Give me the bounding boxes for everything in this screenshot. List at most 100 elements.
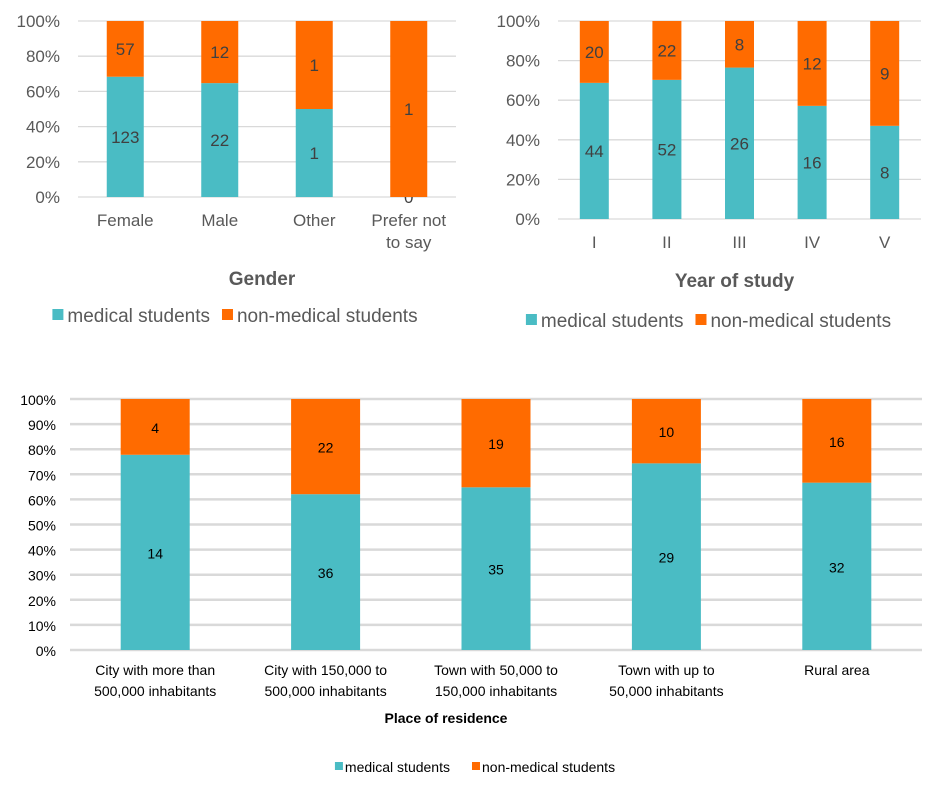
x-category-label: Town with up to: [618, 662, 715, 678]
data-label-non-medical: 9: [880, 64, 889, 83]
y-tick-label: 30%: [28, 568, 56, 584]
legend-label-medical: medical students: [541, 311, 684, 332]
y-tick-label: 40%: [26, 118, 60, 137]
data-label-non-medical: 4: [151, 420, 159, 436]
legend-label-medical: medical students: [67, 306, 210, 327]
x-category-label: Town with 50,000 to: [434, 662, 558, 678]
y-tick-label: 40%: [506, 131, 540, 150]
data-label-non-medical: 12: [803, 54, 822, 73]
data-label-non-medical: 1: [404, 100, 413, 119]
data-label-non-medical: 16: [829, 434, 845, 450]
y-tick-label: 100%: [17, 12, 60, 31]
x-category-label: III: [732, 233, 746, 252]
legend-label-non-medical: non-medical students: [710, 311, 891, 332]
data-label-medical: 8: [880, 163, 889, 182]
legend-swatch-medical: [52, 309, 64, 320]
data-label-medical: 32: [829, 559, 845, 575]
y-tick-label: 20%: [28, 593, 56, 609]
x-axis-title: Year of study: [675, 271, 795, 292]
bar-segment-non-medical: [870, 21, 900, 126]
data-label-medical: 26: [730, 134, 749, 153]
chart-gender: 0% 20% 40% 60% 80% 100% 123 57 Female 22 12 Male 1 1 O…: [0, 0, 470, 340]
chart-year-of-study: 0% 20% 40% 60% 80% 100% 44 20 I 52 22 II 26 8 III 16 12 I…: [470, 0, 947, 340]
chart-place-of-residence-svg: 0% 10% 20% 30% 40% 50% 60% 70% 80% 90% 100% 14 4 City…: [20, 392, 922, 775]
y-tick-label: 100%: [20, 392, 56, 408]
y-tick-label: 40%: [28, 543, 56, 559]
legend-label-non-medical: non-medical students: [482, 759, 615, 775]
y-tick-label: 90%: [28, 417, 56, 433]
data-label-medical: 52: [657, 140, 676, 159]
bar-segment-medical: [106, 76, 144, 197]
x-category-label: II: [662, 233, 671, 252]
data-label-medical: 44: [585, 142, 604, 161]
legend-label-medical: medical students: [345, 759, 450, 775]
x-category-label: Rural area: [804, 662, 870, 678]
bar-segment-medical: [120, 454, 190, 650]
bar-segment-medical: [631, 463, 701, 650]
data-label-medical: 14: [147, 545, 163, 561]
bar-segment-medical: [295, 109, 333, 197]
chart-gender-svg: 0% 20% 40% 60% 80% 100% 123 57 Female 22 12 Male 1 1 O…: [17, 12, 456, 327]
y-tick-label: 100%: [497, 12, 540, 31]
bar-segment-non-medical: [725, 21, 754, 68]
data-label-medical: 1: [310, 144, 319, 163]
x-category-label: to say: [386, 233, 432, 252]
y-tick-label: 0%: [36, 643, 56, 659]
legend-swatch-medical: [334, 762, 343, 770]
chart-place-of-residence: 0% 10% 20% 30% 40% 50% 60% 70% 80% 90% 100% 14 4 City…: [0, 380, 947, 786]
x-category-label: Other: [293, 211, 336, 230]
bar-segment-non-medical: [652, 21, 682, 80]
data-label-medical: 22: [210, 131, 229, 150]
data-label-non-medical: 22: [657, 41, 676, 60]
y-tick-label: 60%: [26, 82, 60, 101]
bar-segment-non-medical: [201, 21, 239, 84]
y-tick-label: 20%: [26, 153, 60, 172]
bar-segment-non-medical: [106, 21, 144, 77]
data-label-non-medical: 19: [488, 436, 504, 452]
chart-year-of-study-svg: 0% 20% 40% 60% 80% 100% 44 20 I 52 22 II 26 8 III 16 12 I…: [497, 12, 921, 332]
x-category-label: Prefer not: [371, 211, 446, 230]
bar-segment-medical: [870, 125, 900, 219]
x-category-label: City with more than: [95, 662, 215, 678]
y-tick-label: 0%: [515, 210, 540, 229]
data-label-medical: 36: [318, 565, 334, 581]
data-label-medical: 16: [803, 153, 822, 172]
x-category-label: I: [592, 233, 597, 252]
x-category-label: IV: [804, 233, 821, 252]
bar-segment-medical: [652, 79, 682, 219]
bar-segment-non-medical: [461, 399, 531, 488]
data-label-non-medical: 57: [116, 40, 135, 59]
y-tick-label: 80%: [28, 442, 56, 458]
bar-segment-non-medical: [390, 21, 428, 197]
bar-segment-medical: [461, 487, 531, 650]
legend-label-non-medical: non-medical students: [237, 306, 418, 327]
x-category-label: 50,000 inhabitants: [609, 683, 723, 699]
x-category-label: 500,000 inhabitants: [264, 683, 386, 699]
x-category-label: Female: [97, 211, 154, 230]
x-axis-title: Gender: [229, 269, 296, 290]
x-category-label: 150,000 inhabitants: [435, 683, 557, 699]
y-tick-label: 10%: [28, 618, 56, 634]
bar-segment-medical: [201, 83, 239, 197]
legend: medical students non-medical students: [52, 306, 418, 327]
bar-segment-medical: [579, 82, 609, 219]
x-category-label: Male: [201, 211, 238, 230]
x-axis-title: Place of residence: [385, 710, 508, 726]
x-category-label: City with 150,000 to: [264, 662, 387, 678]
legend-swatch-non-medical: [695, 314, 707, 325]
bar-segment-medical: [802, 482, 872, 650]
y-tick-label: 0%: [35, 188, 60, 207]
y-tick-label: 60%: [28, 492, 56, 508]
y-tick-label: 20%: [506, 170, 540, 189]
data-label-medical: 35: [488, 562, 504, 578]
bar-segment-medical: [291, 494, 361, 650]
bar-segment-non-medical: [120, 399, 190, 455]
y-tick-label: 80%: [26, 47, 60, 66]
data-label-non-medical: 22: [318, 440, 334, 456]
bar-segment-non-medical: [802, 399, 872, 483]
data-label-non-medical: 8: [735, 35, 744, 54]
bar-segment-non-medical: [291, 399, 361, 495]
data-label-medical: 29: [659, 550, 675, 566]
bar-segment-non-medical: [295, 21, 333, 109]
legend-swatch-non-medical: [221, 309, 233, 320]
